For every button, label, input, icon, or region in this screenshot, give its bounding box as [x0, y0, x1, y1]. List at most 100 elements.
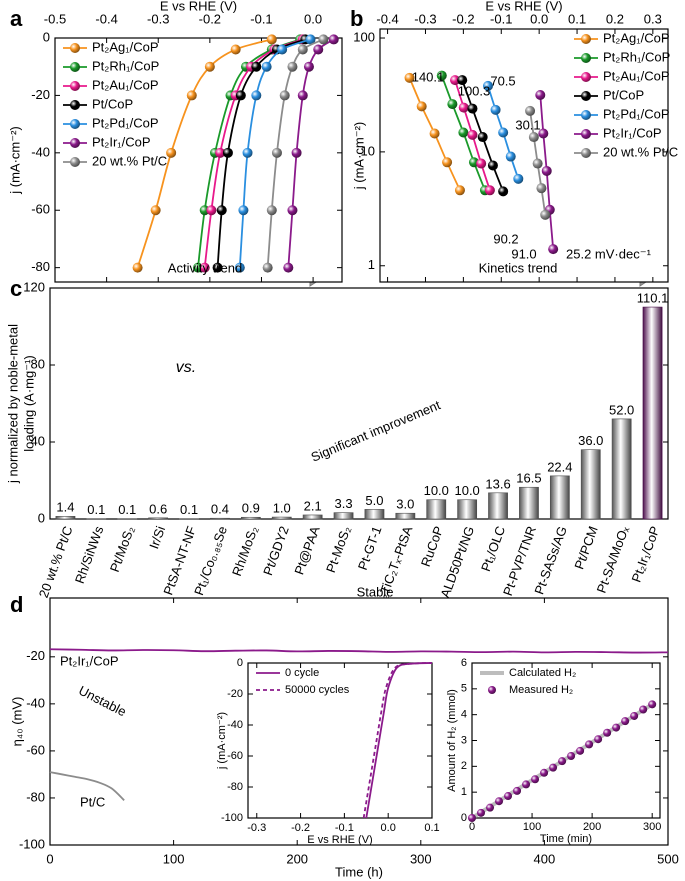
annotation: vs. [176, 359, 196, 376]
value-label: 2.1 [304, 498, 322, 513]
data-point [305, 34, 316, 45]
series-line [49, 648, 669, 654]
bar [642, 306, 663, 520]
data-point [486, 803, 495, 812]
data-point [429, 128, 440, 139]
panel-label: c [10, 276, 22, 301]
y-tick-label: 0 [43, 29, 50, 44]
data-point [238, 205, 249, 216]
data-point [540, 209, 551, 220]
legend-label: Pt₂Ir₁/CoP [92, 134, 151, 149]
data-point [541, 165, 552, 176]
legend-label: 20 wt.% Pt/C [603, 144, 678, 159]
data-point [458, 127, 469, 138]
legend-label: Pt₂Ag₁/CoP [92, 39, 159, 54]
bar [426, 499, 447, 520]
panel-label: b [350, 6, 363, 31]
data-point [287, 61, 298, 72]
y-tick-label: 0 [461, 812, 467, 824]
data-point [548, 244, 559, 255]
y-tick-label: 0 [38, 510, 45, 525]
legend-label: Pt₂Ag₁/CoP [603, 30, 670, 45]
data-point [468, 814, 476, 822]
value-label: 0.9 [242, 501, 260, 516]
data-point [287, 205, 298, 216]
legend-marker [70, 62, 80, 72]
annotation: 90.2 [493, 231, 518, 246]
value-label: 13.6 [485, 476, 510, 491]
x-tick-label: -0.3 [247, 822, 266, 834]
data-point [404, 72, 415, 83]
value-label: 52.0 [609, 402, 634, 417]
y-axis-title: loading (A·mg⁻¹) [21, 355, 36, 451]
x-tick-label: 100 [523, 821, 541, 833]
y-tick-label: -40 [26, 695, 45, 710]
data-point [132, 262, 143, 273]
x-tick-label: 0 [469, 821, 475, 833]
y-tick-label: -20 [227, 688, 243, 700]
bar [395, 512, 416, 520]
x-axis-title: Time (min) [540, 833, 592, 845]
value-label: 0.1 [118, 502, 136, 517]
y-tick-label: -80 [31, 259, 50, 274]
data-point [558, 757, 567, 766]
legend-label: Calculated H₂ [509, 667, 576, 679]
data-point [266, 34, 277, 45]
data-point [535, 89, 546, 100]
x-tick-label: 0 [46, 851, 53, 866]
category-label: Ir/Si [146, 524, 168, 551]
data-point [612, 723, 621, 732]
bar [210, 517, 230, 520]
y-tick-label: -40 [227, 719, 243, 731]
data-point [442, 157, 453, 168]
data-point [522, 780, 531, 789]
data-point [242, 147, 253, 158]
data-point [477, 808, 486, 817]
data-point [186, 90, 197, 101]
data-point [490, 104, 501, 115]
value-label: 0.1 [87, 502, 105, 517]
x-tick-label: -0.3 [414, 11, 436, 26]
data-point [538, 128, 549, 139]
y-tick-label: -40 [31, 144, 50, 159]
bar [488, 492, 508, 520]
x-tick-label: 0.0 [530, 11, 548, 26]
data-point [484, 185, 495, 196]
bar [519, 486, 539, 520]
y-tick-label: 1 [368, 257, 375, 272]
y-axis-title: j (mA·cm⁻²) [216, 712, 228, 770]
bar [580, 449, 601, 520]
data-point [447, 99, 458, 110]
data-point [291, 147, 302, 158]
x-tick-label: -0.2 [199, 11, 221, 26]
x-tick-label: -0.1 [335, 822, 354, 834]
x-tick-label: -0.5 [44, 11, 66, 26]
data-point [313, 44, 324, 55]
value-label: 10.0 [454, 483, 479, 498]
annotation: 100.3 [458, 83, 491, 98]
y-tick-label: 4 [461, 709, 467, 721]
panel-label: a [10, 6, 23, 31]
x-axis-title: E vs RHE (V) [307, 834, 372, 846]
y-tick-label: 6 [461, 657, 467, 669]
legend-marker [581, 91, 591, 101]
value-label: 3.3 [335, 496, 353, 511]
series-line [365, 662, 433, 819]
data-point [318, 34, 329, 45]
x-tick-label: 300 [410, 851, 432, 866]
bar [240, 516, 261, 520]
x-tick-label: 200 [583, 821, 601, 833]
value-label: 0.4 [211, 502, 229, 517]
data-point [215, 147, 226, 158]
data-point [567, 752, 576, 760]
x-tick-label: 0.3 [644, 11, 662, 26]
plot-frame [471, 662, 661, 819]
bar [364, 509, 385, 520]
value-label: 16.5 [516, 471, 541, 486]
data-point [576, 746, 585, 755]
y-tick-label: 80 [31, 356, 45, 371]
data-point [549, 763, 558, 772]
annotation: 91.0 [511, 246, 536, 261]
legend-marker [581, 72, 591, 82]
